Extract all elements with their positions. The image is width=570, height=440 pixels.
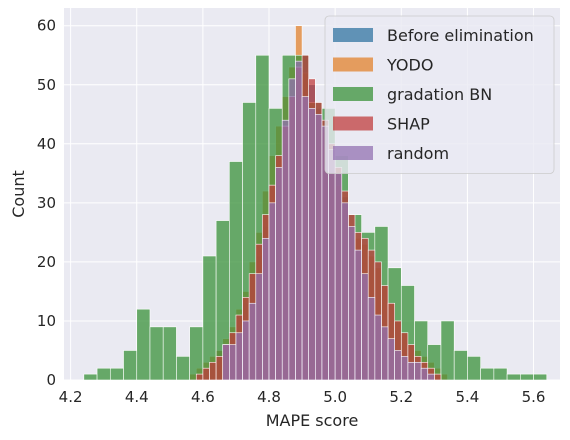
y-tick-label: 50 xyxy=(37,76,56,94)
histogram-bar xyxy=(268,202,276,381)
y-tick-labels: 0 10 20 30 40 50 60 xyxy=(37,17,56,389)
histogram-bar xyxy=(209,361,217,381)
y-tick-label: 20 xyxy=(37,253,56,271)
y-tick-label: 40 xyxy=(37,135,56,153)
x-tick-label: 5.6 xyxy=(522,388,546,406)
histogram-bar xyxy=(162,326,177,381)
histogram-bar xyxy=(242,320,250,381)
legend-label: Before elimination xyxy=(387,26,534,45)
histogram-bar xyxy=(367,297,376,381)
histogram-bar xyxy=(109,367,124,381)
histogram-bar xyxy=(341,202,349,381)
x-tick-label: 5.0 xyxy=(323,388,347,406)
histogram-bar xyxy=(453,350,468,381)
histogram-bar xyxy=(315,113,323,381)
histogram-bar xyxy=(354,249,362,381)
legend-swatch xyxy=(333,87,373,101)
histogram-bar xyxy=(387,338,395,381)
histogram-bar xyxy=(308,108,316,381)
histogram-bar xyxy=(348,226,356,381)
histogram-bar xyxy=(414,361,422,381)
histogram-bar xyxy=(427,373,435,381)
histogram-bar xyxy=(262,237,270,381)
histogram-bar xyxy=(467,356,481,381)
histogram-bar xyxy=(229,344,237,381)
y-tick-label: 10 xyxy=(37,312,56,330)
histogram-bar xyxy=(493,367,508,381)
histogram-bar xyxy=(96,367,111,381)
histogram-bar xyxy=(434,373,442,381)
legend-label: SHAP xyxy=(387,115,430,134)
x-tick-label: 4.6 xyxy=(191,388,215,406)
histogram-bar xyxy=(533,373,548,381)
legend-swatch xyxy=(333,146,373,160)
histogram-bar xyxy=(520,373,534,381)
legend-label: gradation BN xyxy=(387,85,492,104)
legend: Before elimination YODO gradation BN SHAP ra… xyxy=(324,15,555,174)
histogram-bar xyxy=(275,167,283,381)
y-tick-label: 0 xyxy=(46,371,56,389)
y-tick-label: 60 xyxy=(37,17,56,35)
x-tick-label: 4.2 xyxy=(59,388,83,406)
histogram-bar xyxy=(195,373,204,381)
x-tick-label: 5.4 xyxy=(455,388,479,406)
histogram-bar xyxy=(83,373,98,381)
histogram-bar xyxy=(149,326,164,381)
legend-swatch xyxy=(333,28,373,42)
histogram-bar xyxy=(281,119,290,381)
histogram-bar xyxy=(235,332,243,381)
histogram-bar xyxy=(480,367,495,381)
histogram-bars xyxy=(83,25,548,381)
histogram-bar xyxy=(189,326,204,381)
y-axis-label: Count xyxy=(9,170,28,218)
x-tick-label: 4.8 xyxy=(257,388,281,406)
x-axis-label: MAPE score xyxy=(266,411,359,430)
histogram-bar xyxy=(202,367,210,381)
histogram-bar xyxy=(394,350,402,381)
legend-swatch xyxy=(333,57,373,72)
legend-swatch xyxy=(333,116,373,131)
histogram-bar xyxy=(288,78,296,381)
histogram-bar xyxy=(215,356,224,381)
histogram-bar xyxy=(176,356,190,381)
histogram-bar xyxy=(506,373,521,381)
histogram-bar xyxy=(123,350,138,381)
x-tick-label: 5.2 xyxy=(389,388,413,406)
histogram-bar xyxy=(136,308,151,381)
histogram-bar xyxy=(202,255,217,381)
histogram-bar xyxy=(255,273,263,381)
series-4-bars xyxy=(222,60,435,381)
histogram-bar xyxy=(361,273,369,381)
x-tick-label: 4.4 xyxy=(125,388,149,406)
histogram-bar xyxy=(295,60,303,381)
y-tick-label: 30 xyxy=(37,194,56,212)
legend-label: YODO xyxy=(386,56,433,75)
histogram-bar xyxy=(400,356,409,381)
histogram-bar xyxy=(420,367,429,381)
histogram-bar xyxy=(407,361,415,381)
histogram-bar xyxy=(328,149,336,381)
histogram-bar xyxy=(381,326,389,381)
histogram-bar xyxy=(334,173,343,381)
legend-box xyxy=(324,15,555,174)
histogram-bar xyxy=(248,302,257,381)
histogram-bar xyxy=(301,96,309,381)
histogram-bar xyxy=(374,314,382,381)
histogram-bar xyxy=(440,320,455,381)
x-tick-labels: 4.2 4.4 4.6 4.8 5.0 5.2 5.4 5.6 xyxy=(59,388,546,406)
legend-label: random xyxy=(387,144,449,163)
histogram-bar xyxy=(222,344,230,381)
